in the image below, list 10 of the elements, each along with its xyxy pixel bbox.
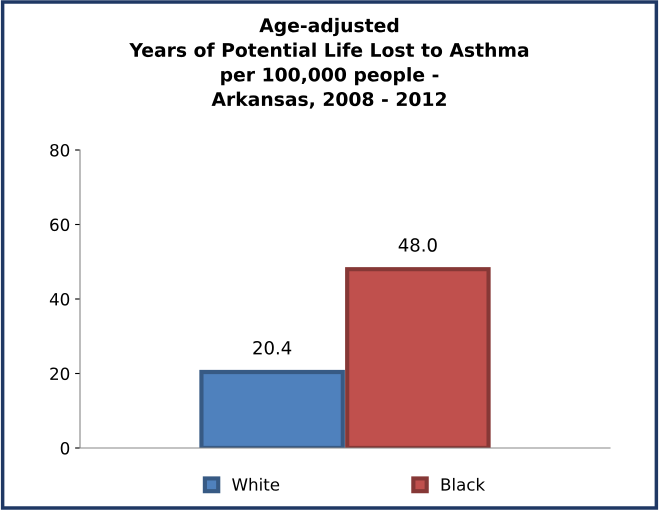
legend-label: Black: [442, 478, 486, 491]
y-tick-label: 0: [60, 442, 70, 455]
y-tick-label: 80: [50, 144, 70, 157]
chart-title: Age-adjusted Years of Potential Life Lost to Asthma per 100,000 people - Arkansas, 2008 - 2012: [129, 18, 528, 109]
data-label: 20.4: [253, 340, 292, 355]
y-tick-label: 40: [50, 292, 70, 306]
y-tick-label: 20: [50, 367, 70, 380]
data-label: 48.0: [398, 238, 437, 252]
y-tick-label: 60: [50, 218, 70, 232]
legend-label: White: [232, 478, 280, 491]
